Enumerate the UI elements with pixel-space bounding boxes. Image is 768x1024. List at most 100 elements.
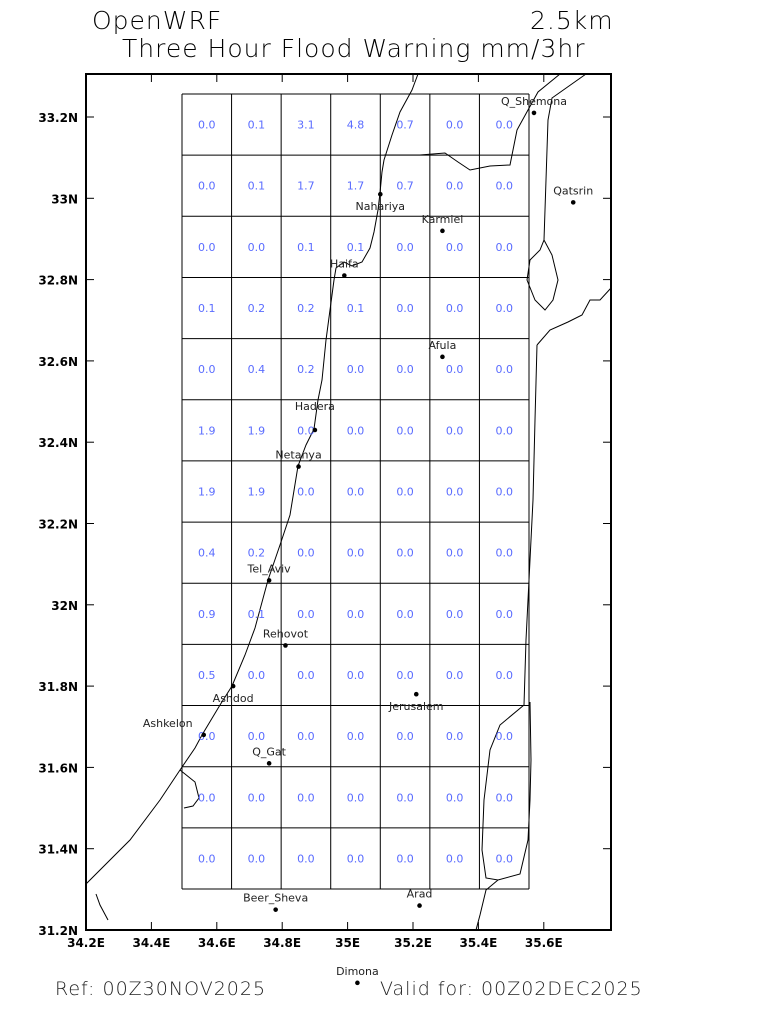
axes: 34.2E 34.4E 34.6E 34.8E 35E 35.2E 35.4E 35.6E 33… xyxy=(38,74,611,950)
grid-value: 0.0 xyxy=(198,119,216,132)
grid-value: 1.9 xyxy=(248,486,266,499)
grid-value: 0.0 xyxy=(347,730,365,743)
grid-value: 0.0 xyxy=(495,180,513,193)
grid-value: 0.0 xyxy=(396,241,414,254)
city-dot xyxy=(273,907,278,912)
grid-value: 0.0 xyxy=(495,302,513,315)
grid-value: 0.0 xyxy=(446,302,464,315)
city-dot xyxy=(355,980,360,986)
coastline xyxy=(85,73,419,885)
grid-value: 0.7 xyxy=(396,180,414,193)
grid-value: 0.0 xyxy=(396,302,414,315)
grid-value: 0.0 xyxy=(495,486,513,499)
grid-value: 0.0 xyxy=(297,730,315,743)
grid-value: 0.0 xyxy=(396,608,414,621)
grid-value: 0.0 xyxy=(347,363,365,376)
grid-value: 0.0 xyxy=(396,852,414,865)
city-label: Netanya xyxy=(275,449,321,462)
lat-label: 32.8N xyxy=(38,274,78,288)
northern-border xyxy=(384,73,561,171)
grid-value: 0.0 xyxy=(495,363,513,376)
city-label: Ashkelon xyxy=(143,717,193,730)
grid-value: 0.0 xyxy=(446,608,464,621)
lat-label: 31.8N xyxy=(38,680,78,694)
egypt-border xyxy=(95,893,109,921)
city-dot xyxy=(440,228,445,234)
grid-value: 0.0 xyxy=(198,791,216,804)
grid-value: 0.0 xyxy=(396,424,414,437)
grid-value: 0.4 xyxy=(198,547,216,560)
lat-label: 32N xyxy=(51,599,78,613)
grid-value: 0.0 xyxy=(446,180,464,193)
lat-label: 31.2N xyxy=(38,924,78,938)
map-frame xyxy=(85,73,612,931)
grid-value: 0.0 xyxy=(198,363,216,376)
golan-border xyxy=(536,287,612,346)
city-label: Tel_Aviv xyxy=(247,562,292,575)
grid-value: 0.1 xyxy=(347,302,365,315)
grid-value: 3.1 xyxy=(297,119,315,132)
city-label: Jerusalem xyxy=(388,700,444,713)
grid-value: 0.0 xyxy=(347,547,365,560)
grid-value: 1.9 xyxy=(248,424,266,437)
grid-value: 0.0 xyxy=(297,669,315,682)
city-label: Beer_Sheva xyxy=(243,892,308,905)
lat-label: 31.6N xyxy=(38,761,78,775)
city-label: Nahariya xyxy=(356,200,406,213)
grid-value: 0.0 xyxy=(347,669,365,682)
grid-value: 0.0 xyxy=(396,486,414,499)
grid-value: 0.1 xyxy=(248,608,266,621)
grid-value: 0.0 xyxy=(347,608,365,621)
grid-value: 1.7 xyxy=(297,180,315,193)
grid-value: 0.0 xyxy=(297,852,315,865)
grid-value: 0.0 xyxy=(446,791,464,804)
grid-value: 0.0 xyxy=(297,791,315,804)
grid-value: 0.0 xyxy=(446,669,464,682)
city-label: Haifa xyxy=(330,258,359,271)
grid-value: 0.0 xyxy=(495,730,513,743)
grid-value: 0.0 xyxy=(495,119,513,132)
city-label: Arad xyxy=(407,888,433,901)
city-dot xyxy=(570,200,576,205)
grid-value: 0.1 xyxy=(347,241,365,254)
city-dot xyxy=(413,691,419,697)
grid-value: 0.0 xyxy=(495,241,513,254)
city-label: Rehovot xyxy=(263,627,309,640)
grid-value: 0.2 xyxy=(248,302,266,315)
grid-value: 0.0 xyxy=(446,730,464,743)
grid-value: 0.0 xyxy=(297,547,315,560)
lat-label: 32.6N xyxy=(38,355,78,369)
grid-value: 0.0 xyxy=(198,730,216,743)
lon-label: 35.4E xyxy=(459,936,497,950)
grid-value: 0.0 xyxy=(297,424,315,437)
city-dot xyxy=(440,354,445,360)
city-dot xyxy=(312,427,318,433)
grid-value: 0.0 xyxy=(495,547,513,560)
grid-value: 0.0 xyxy=(495,852,513,865)
grid-value: 0.0 xyxy=(198,180,216,193)
grid-value: 0.0 xyxy=(347,852,365,865)
city-dot xyxy=(201,732,207,738)
grid-value: 0.0 xyxy=(396,669,414,682)
city-dot xyxy=(266,578,272,583)
value-grid: 0.0 0.1 3.1 4.8 0.7 0.0 0.0 0.0 0.1 1.7 1.7 0.7 0.0 0… xyxy=(181,93,530,890)
grid-value: 0.1 xyxy=(248,119,266,132)
city-dot xyxy=(531,110,537,116)
grid-value: 0.0 xyxy=(347,424,365,437)
grid-value: 0.0 xyxy=(347,486,365,499)
city-label: Afula xyxy=(429,339,457,352)
grid-value: 0.0 xyxy=(446,486,464,499)
city-dot xyxy=(283,643,288,648)
grid-value: 0.0 xyxy=(198,241,216,254)
lon-label: 34.6E xyxy=(198,936,236,950)
grid-value: 1.9 xyxy=(198,424,216,437)
city-dot xyxy=(296,464,301,469)
grid-value: 0.0 xyxy=(297,486,315,499)
lon-label: 35E xyxy=(335,936,360,950)
reference-time: Ref: 00Z30NOV2025 xyxy=(55,978,267,1000)
city-dot xyxy=(417,903,422,908)
grid-value: 0.0 xyxy=(248,730,266,743)
model-name: OpenWRF xyxy=(92,6,223,35)
grid-value: 0.2 xyxy=(248,547,266,560)
